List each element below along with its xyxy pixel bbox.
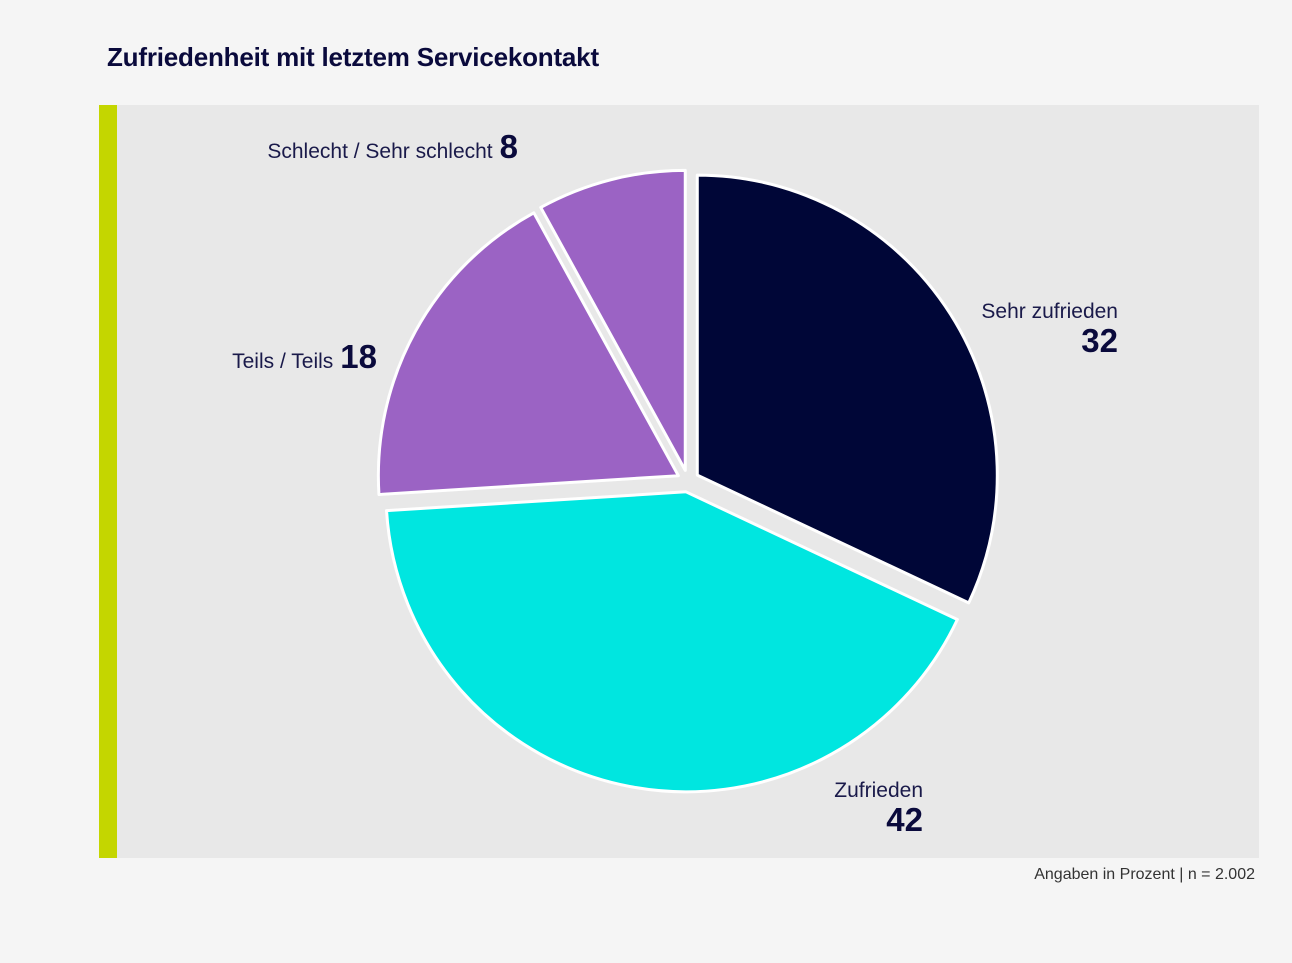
pie-slice-schlecht-sehr-schlecht <box>539 168 687 472</box>
slice-label-value: 32 <box>1081 322 1118 359</box>
footnote: Angaben in Prozent | n = 2.002 <box>1034 866 1255 883</box>
slice-label-teils-teils: Teils / Teils 18 <box>232 338 377 375</box>
slice-label-value: 8 <box>500 128 518 165</box>
pie-slice-teils-teils <box>376 211 680 497</box>
slice-label-name: Sehr zufrieden <box>981 300 1118 323</box>
slice-label-zufrieden: Zufrieden 42 <box>834 779 923 838</box>
slice-label-value: 42 <box>886 801 923 838</box>
pie-labels: Sehr zufrieden 32 Zufrieden 42 Teils / Teils… <box>232 128 1118 838</box>
slice-label-name: Schlecht / Sehr schlecht <box>267 140 492 163</box>
slice-label-name: Zufrieden <box>834 779 923 802</box>
pie-slice-sehr-zufrieden <box>695 173 999 605</box>
chart-title: Zufriedenheit mit letztem Servicekontakt <box>107 42 599 72</box>
pie-slice-zufrieden <box>385 490 959 794</box>
accent-bar <box>99 105 117 858</box>
slice-label-value: 18 <box>340 338 377 375</box>
slice-label-schlecht-sehr-schlecht: Schlecht / Sehr schlecht 8 <box>267 128 518 165</box>
pie-slices <box>376 168 999 794</box>
slice-label-sehr-zufrieden: Sehr zufrieden 32 <box>981 300 1118 359</box>
slice-label-name: Teils / Teils <box>232 350 333 373</box>
